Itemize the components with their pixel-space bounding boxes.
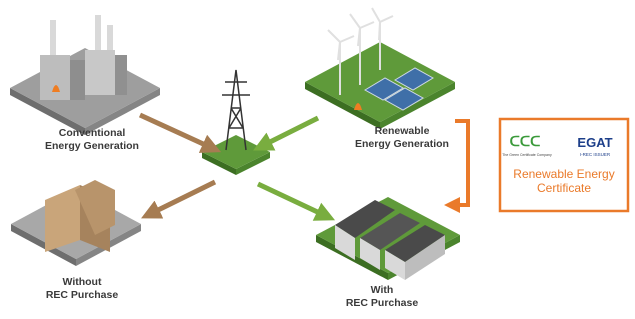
logo-mark: ᑕᑕᑕ bbox=[510, 133, 541, 149]
arrow bbox=[150, 182, 215, 214]
logo-caption: The Green Certificate Company bbox=[502, 153, 552, 157]
logo-caption: I-REC ISSUER bbox=[580, 152, 611, 157]
diagram: ConventionalEnergy Generation RenewableE… bbox=[0, 0, 635, 319]
arrow bbox=[452, 121, 468, 205]
chimney bbox=[107, 25, 113, 50]
chimney bbox=[50, 20, 56, 55]
building bbox=[85, 50, 115, 95]
tile bbox=[202, 135, 270, 169]
chimney bbox=[95, 15, 101, 50]
arrow bbox=[262, 118, 318, 146]
warehouses bbox=[335, 200, 445, 280]
logo-egat: EGAT bbox=[577, 135, 612, 150]
building bbox=[40, 55, 70, 100]
building bbox=[70, 60, 85, 100]
arrow bbox=[258, 184, 326, 216]
building bbox=[115, 55, 127, 95]
arrow bbox=[140, 115, 212, 148]
